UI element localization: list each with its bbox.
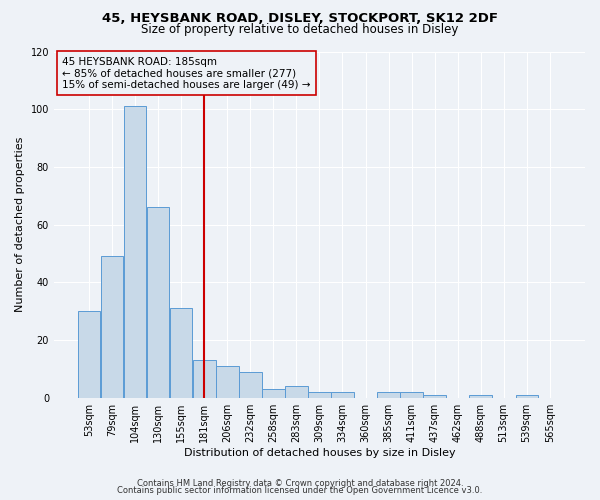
Bar — [377, 392, 400, 398]
Bar — [170, 308, 193, 398]
Bar — [262, 389, 284, 398]
Bar — [469, 395, 492, 398]
Text: Contains HM Land Registry data © Crown copyright and database right 2024.: Contains HM Land Registry data © Crown c… — [137, 478, 463, 488]
Y-axis label: Number of detached properties: Number of detached properties — [15, 137, 25, 312]
Text: 45, HEYSBANK ROAD, DISLEY, STOCKPORT, SK12 2DF: 45, HEYSBANK ROAD, DISLEY, STOCKPORT, SK… — [102, 12, 498, 26]
Bar — [239, 372, 262, 398]
Text: Contains public sector information licensed under the Open Government Licence v3: Contains public sector information licen… — [118, 486, 482, 495]
X-axis label: Distribution of detached houses by size in Disley: Distribution of detached houses by size … — [184, 448, 455, 458]
Bar — [101, 256, 124, 398]
Bar — [78, 311, 100, 398]
Text: Size of property relative to detached houses in Disley: Size of property relative to detached ho… — [142, 22, 458, 36]
Bar — [424, 395, 446, 398]
Bar — [147, 208, 169, 398]
Bar — [193, 360, 215, 398]
Bar — [400, 392, 423, 398]
Bar — [124, 106, 146, 398]
Bar — [285, 386, 308, 398]
Bar — [216, 366, 239, 398]
Text: 45 HEYSBANK ROAD: 185sqm
← 85% of detached houses are smaller (277)
15% of semi-: 45 HEYSBANK ROAD: 185sqm ← 85% of detach… — [62, 56, 310, 90]
Bar — [515, 395, 538, 398]
Bar — [331, 392, 353, 398]
Bar — [308, 392, 331, 398]
